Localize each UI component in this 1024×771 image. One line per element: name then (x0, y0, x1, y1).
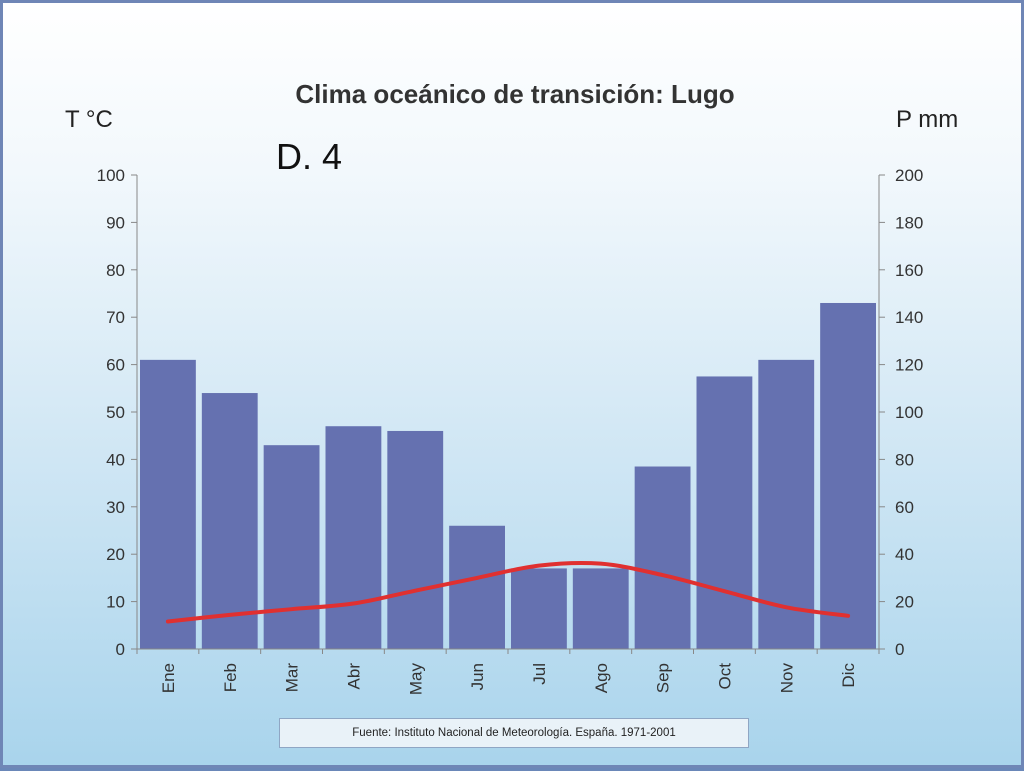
left-tick-label: 70 (106, 308, 125, 327)
bar-abr (325, 426, 382, 649)
left-tick-label: 50 (106, 403, 125, 422)
bar-ene (140, 359, 196, 649)
temperature-point-mar (290, 607, 294, 611)
x-tick-label-ago: Ago (592, 663, 611, 693)
x-tick-label-ene: Ene (159, 663, 178, 693)
bar-jun (449, 525, 505, 649)
left-tick-label: 20 (106, 545, 125, 564)
x-tick-label-mar: Mar (283, 663, 302, 693)
chart-title: Clima oceánico de transición: Lugo (295, 79, 734, 109)
right-tick-label: 80 (895, 450, 914, 469)
climate-chart: Clima oceánico de transición: Lugo T °C … (65, 79, 958, 696)
bar-jul (511, 568, 567, 649)
x-tick-label-sep: Sep (654, 663, 673, 693)
bar-mar (263, 445, 320, 649)
bar-feb (201, 393, 258, 649)
right-tick-label: 60 (895, 498, 914, 517)
left-tick-label: 100 (97, 166, 125, 185)
right-tick-label: 40 (895, 545, 914, 564)
left-tick-label: 0 (116, 640, 125, 659)
right-tick-label: 180 (895, 213, 923, 232)
x-tick-label-abr: Abr (344, 663, 363, 690)
x-tick-label-jun: Jun (468, 663, 487, 690)
x-tick-label-feb: Feb (221, 663, 240, 692)
right-tick-label: 0 (895, 640, 904, 659)
temperature-point-dic (846, 614, 850, 618)
bar-sep (634, 466, 691, 649)
temperature-point-abr (351, 601, 355, 605)
temperature-line (165, 560, 851, 624)
temperature-point-jun (475, 576, 479, 580)
right-tick-label: 160 (895, 261, 923, 280)
right-tick-label: 200 (895, 166, 923, 185)
right-tick-label: 120 (895, 356, 923, 375)
temperature-point-jul (537, 564, 541, 568)
x-tick-label-nov: Nov (777, 663, 796, 694)
x-tick-label-oct: Oct (715, 663, 734, 690)
temperature-point-sep (661, 573, 665, 577)
left-tick-label: 80 (106, 261, 125, 280)
left-tick-label: 30 (106, 498, 125, 517)
left-axis-label: T °C (65, 106, 113, 133)
bar-dic (820, 302, 876, 649)
temperature-point-nov (784, 605, 788, 609)
source-note: Fuente: Instituto Nacional de Meteorolog… (279, 718, 749, 748)
bar-may (387, 430, 444, 649)
right-tick-label: 140 (895, 308, 923, 327)
left-tick-label: 60 (106, 356, 125, 375)
temperature-point-may (413, 589, 417, 593)
right-tick-label: 20 (895, 593, 914, 612)
bar-oct (696, 376, 753, 649)
temperature-point-oct (722, 589, 726, 593)
left-tick-label: 10 (106, 593, 125, 612)
temperature-point-ago (599, 562, 603, 566)
bar-ago (572, 568, 629, 649)
left-tick-label: 90 (106, 213, 125, 232)
bar-nov (758, 359, 815, 649)
x-tick-label-may: May (406, 663, 425, 696)
temperature-point-feb (228, 613, 232, 617)
right-tick-label: 100 (895, 403, 923, 422)
x-tick-label-jul: Jul (530, 663, 549, 685)
diagram-annotation: D. 4 (276, 136, 342, 177)
right-axis-label: P mm (896, 106, 958, 133)
temperature-point-ene (166, 620, 170, 624)
x-tick-label-dic: Dic (839, 663, 858, 688)
left-tick-label: 40 (106, 450, 125, 469)
